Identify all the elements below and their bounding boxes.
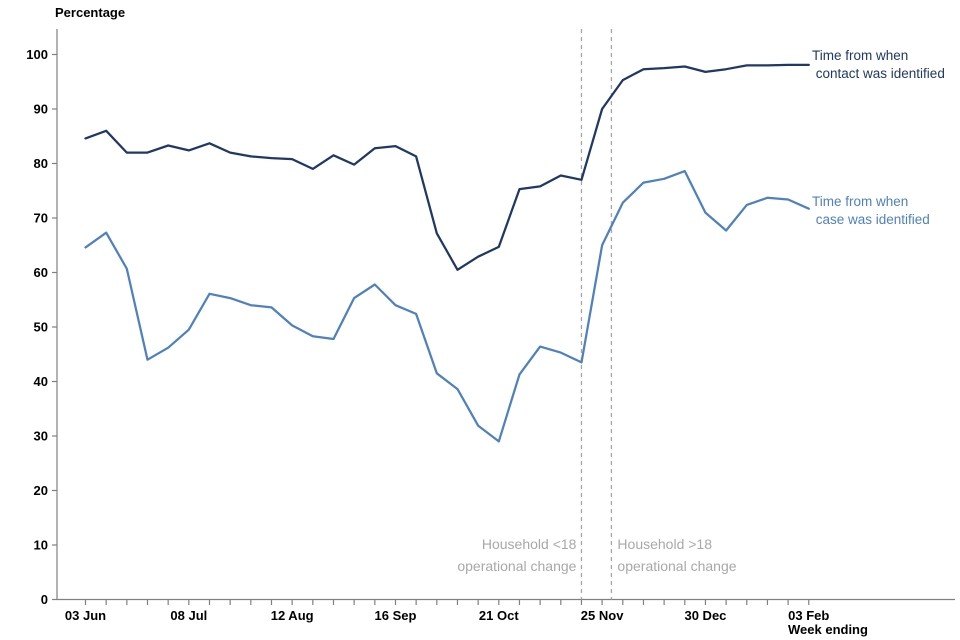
y-tick-label: 30 [34,429,48,444]
y-tick-label: 90 [34,102,48,117]
x-tick-label: 08 Jul [170,608,207,623]
household-under18-annotation: Household <18 operational change [457,536,577,574]
y-axis-title: Percentage [55,5,126,20]
y-tick-label: 0 [41,592,48,607]
contact-series-line [84,63,810,271]
y-tick-label: 20 [34,483,48,498]
x-tick-label: 25 Nov [581,608,624,623]
y-tick-label: 80 [34,156,48,171]
x-tick-label: 12 Aug [271,608,314,623]
y-tick-label: 100 [26,47,48,62]
x-tick-label: 30 Dec [684,608,726,623]
y-tick-label: 60 [34,265,48,280]
x-axis-title: Week ending [788,622,868,637]
x-tick-label: 03 Jun [65,608,106,623]
y-tick-label: 10 [34,538,48,553]
contact-series-label: Time from when contact was identified [812,48,945,81]
x-tick-label: 16 Sep [375,608,417,623]
y-tick-label: 70 [34,211,48,226]
x-tick-label: 03 Feb [788,608,829,623]
y-tick-label: 40 [34,374,48,389]
y-tick-label: 50 [34,320,48,335]
case-series-line [84,169,810,443]
x-tick-label: 21 Oct [479,608,519,623]
household-over18-annotation: Household >18 operational change [617,536,737,574]
case-series-label: Time from when case was identified [812,194,930,227]
